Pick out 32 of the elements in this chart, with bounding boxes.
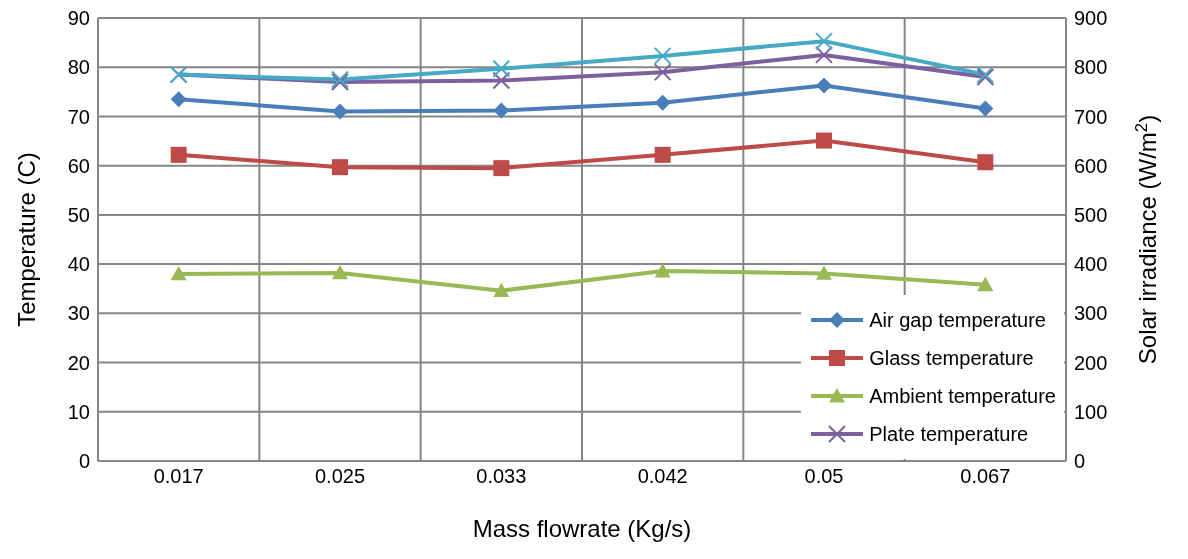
y-axis-title: Temperature (C) <box>12 152 40 327</box>
y-tick-label: 40 <box>67 253 90 276</box>
y-tick-label: 60 <box>67 154 90 177</box>
y-tick-label: 80 <box>67 56 90 79</box>
y2-tick-label: 800 <box>1074 56 1108 79</box>
legend-label: Air gap temperature <box>869 308 1046 332</box>
y2-tick-label: 300 <box>1074 302 1108 325</box>
y2-tick-label: 200 <box>1074 351 1108 374</box>
y-tick-label: 90 <box>67 7 90 30</box>
y2-tick-label: 0 <box>1074 450 1086 473</box>
x-tick-label: 0.067 <box>960 465 1011 488</box>
legend-label: Plate temperature <box>869 422 1029 446</box>
y-tick-label: 10 <box>67 400 90 423</box>
x-tick-label: 0.025 <box>314 465 366 488</box>
y2-tick-label: 900 <box>1074 7 1108 30</box>
x-axis-title: Mass flowrate (Kg/s) <box>472 515 692 542</box>
x-tick-label: 0.05 <box>804 465 844 488</box>
y2-tick-label: 700 <box>1074 105 1108 128</box>
y2-tick-label: 400 <box>1074 253 1108 276</box>
y-tick-label: 70 <box>67 105 90 128</box>
y-tick-label: 0 <box>78 450 90 473</box>
legend-label: Ambient temperature <box>869 384 1056 408</box>
y2-tick-label: 600 <box>1074 154 1108 177</box>
y2-tick-label: 500 <box>1074 203 1108 226</box>
x-tick-label: 0.042 <box>637 465 688 488</box>
x-tick-label: 0.017 <box>153 465 204 488</box>
y-tick-label: 50 <box>67 203 90 226</box>
y-tick-label: 30 <box>67 302 90 325</box>
y2-tick-label: 100 <box>1074 400 1108 423</box>
legend-label: Glass temperature <box>869 346 1034 370</box>
y-tick-label: 20 <box>67 351 90 374</box>
x-tick-label: 0.033 <box>476 465 527 488</box>
